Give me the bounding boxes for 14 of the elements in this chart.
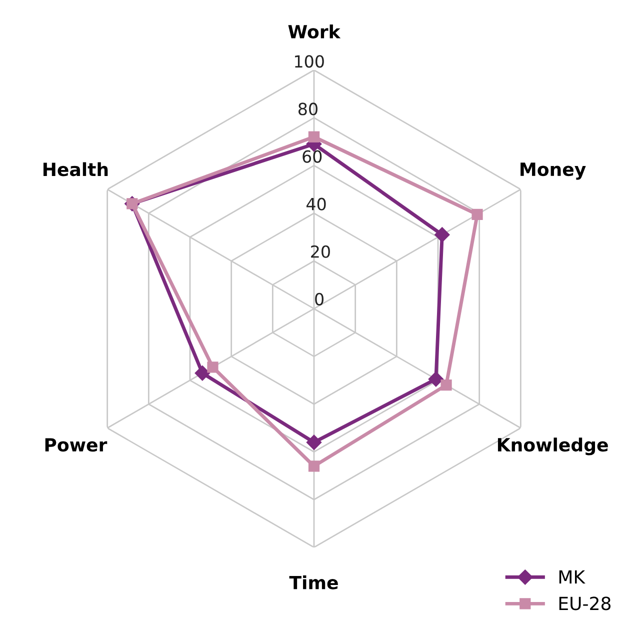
spoke-label: Money — [520, 162, 586, 180]
y-tick-label: 20 — [311, 245, 330, 258]
spoke-label: Knowledge — [498, 438, 608, 456]
y-tick-label: 40 — [306, 198, 326, 210]
spoke-label: Work — [288, 24, 341, 38]
legend-label: EU-28 — [559, 596, 611, 610]
spoke-label: Health — [44, 162, 108, 176]
legend-label: MK — [559, 570, 586, 584]
y-tick-label: 100 — [295, 55, 324, 68]
y-tick-label: 80 — [298, 102, 318, 116]
spoke-label: Time — [289, 575, 338, 590]
y-tick-label: 60 — [302, 150, 322, 163]
spoke-label: Power — [45, 438, 108, 452]
y-tick-label: 0 — [315, 292, 324, 306]
